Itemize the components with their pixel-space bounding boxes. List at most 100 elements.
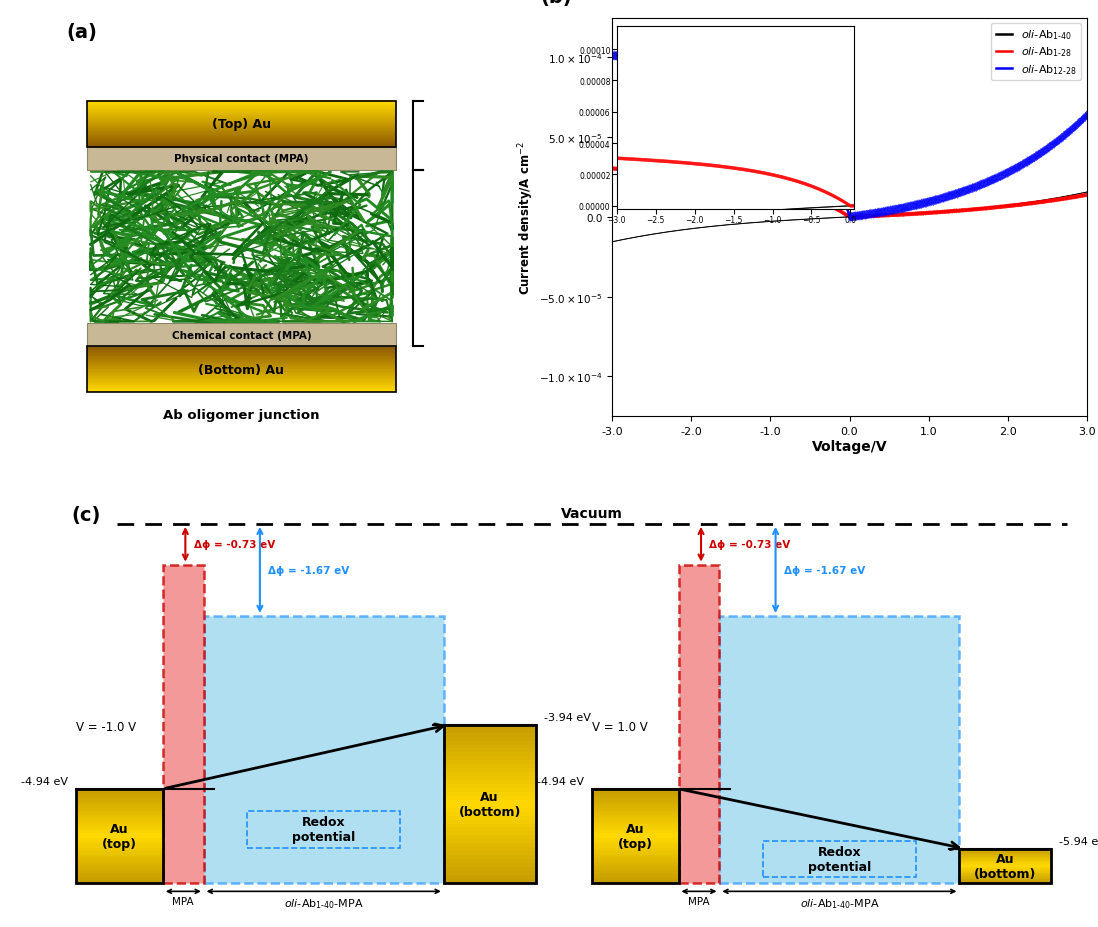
Bar <box>960 852 1051 853</box>
Bar <box>444 863 536 867</box>
Text: (c): (c) <box>71 505 100 524</box>
Bar <box>76 852 163 855</box>
Bar <box>87 139 396 140</box>
Bar <box>87 125 396 126</box>
Bar <box>87 140 396 141</box>
Text: V = -1.0 V: V = -1.0 V <box>76 720 136 733</box>
Bar <box>76 835 163 838</box>
Bar <box>960 882 1051 883</box>
Bar <box>592 821 679 824</box>
Bar <box>87 365 396 366</box>
Bar <box>87 375 396 377</box>
Bar <box>87 361 396 362</box>
Bar <box>444 819 536 824</box>
Bar <box>87 372 396 373</box>
Bar <box>444 768 536 772</box>
Bar <box>592 809 679 812</box>
Text: Physical contact (MPA): Physical contact (MPA) <box>175 154 309 164</box>
Bar <box>592 795 679 798</box>
Bar <box>87 349 396 350</box>
Bar <box>87 144 396 146</box>
Bar <box>444 725 536 729</box>
Bar <box>960 860 1051 861</box>
Text: Redox
potential: Redox potential <box>292 816 356 844</box>
Bar <box>87 362 396 364</box>
Bar <box>592 878 679 881</box>
Bar <box>76 847 163 850</box>
Bar <box>76 857 163 859</box>
Bar <box>87 104 396 105</box>
Bar <box>87 101 396 103</box>
Text: -5.94 eV: -5.94 eV <box>1060 836 1098 845</box>
Bar <box>76 840 163 843</box>
Bar <box>444 736 536 741</box>
Bar <box>444 870 536 875</box>
Bar <box>87 131 396 133</box>
Text: Redox
potential: Redox potential <box>808 845 871 873</box>
Bar <box>592 826 679 829</box>
Bar <box>87 383 396 384</box>
Text: Δϕ = -0.73 eV: Δϕ = -0.73 eV <box>193 540 274 550</box>
Bar <box>444 855 536 859</box>
Bar <box>76 794 163 796</box>
Bar <box>444 800 536 804</box>
Bar <box>87 119 396 121</box>
Bar <box>87 386 396 387</box>
Bar <box>592 835 679 838</box>
Bar <box>76 864 163 867</box>
Text: Au
(top): Au (top) <box>618 822 652 850</box>
Bar <box>87 113 396 114</box>
Bar <box>960 862 1051 863</box>
Bar <box>87 387 396 388</box>
Bar <box>960 856 1051 857</box>
Bar <box>87 105 396 106</box>
Bar <box>444 827 536 832</box>
Bar <box>444 732 536 737</box>
Bar <box>960 866 1051 868</box>
Text: Chemical contact (MPA): Chemical contact (MPA) <box>171 331 311 340</box>
Bar <box>76 831 163 833</box>
Bar <box>87 116 396 117</box>
Bar <box>592 789 679 792</box>
Bar <box>87 385 396 386</box>
Bar <box>87 348 396 349</box>
Bar <box>76 805 163 807</box>
Bar <box>87 127 396 128</box>
Bar <box>87 144 396 145</box>
Bar <box>87 360 396 361</box>
Bar <box>87 387 396 389</box>
Bar <box>960 876 1051 878</box>
Bar <box>87 146 396 147</box>
Bar <box>87 115 396 116</box>
Bar <box>87 127 396 129</box>
Bar <box>87 102 396 147</box>
Bar <box>87 351 396 352</box>
Bar <box>592 829 679 832</box>
X-axis label: Voltage/V: Voltage/V <box>811 439 887 453</box>
Bar <box>592 800 679 803</box>
Text: (Bottom) Au: (Bottom) Au <box>199 363 284 376</box>
Bar <box>87 353 396 355</box>
Bar <box>87 145 396 146</box>
Bar <box>444 744 536 749</box>
Bar <box>592 849 679 852</box>
Bar <box>76 821 163 824</box>
Bar <box>960 853 1051 854</box>
Bar <box>592 817 679 819</box>
Text: Au
(bottom): Au (bottom) <box>459 790 520 818</box>
Bar <box>76 843 163 845</box>
Bar <box>87 380 396 381</box>
Bar <box>960 857 1051 859</box>
Bar <box>444 858 536 863</box>
Bar <box>76 791 163 794</box>
Bar <box>87 355 396 356</box>
Bar <box>76 870 163 873</box>
Bar <box>592 794 679 796</box>
Bar <box>87 111 396 112</box>
Text: $\it{oli}$-Ab$_{1\text{-}40}$-MPA: $\it{oli}$-Ab$_{1\text{-}40}$-MPA <box>799 896 879 910</box>
Bar <box>444 839 536 844</box>
Bar <box>87 363 396 364</box>
Bar <box>76 875 163 878</box>
Bar <box>87 109 396 111</box>
Bar <box>76 866 163 869</box>
